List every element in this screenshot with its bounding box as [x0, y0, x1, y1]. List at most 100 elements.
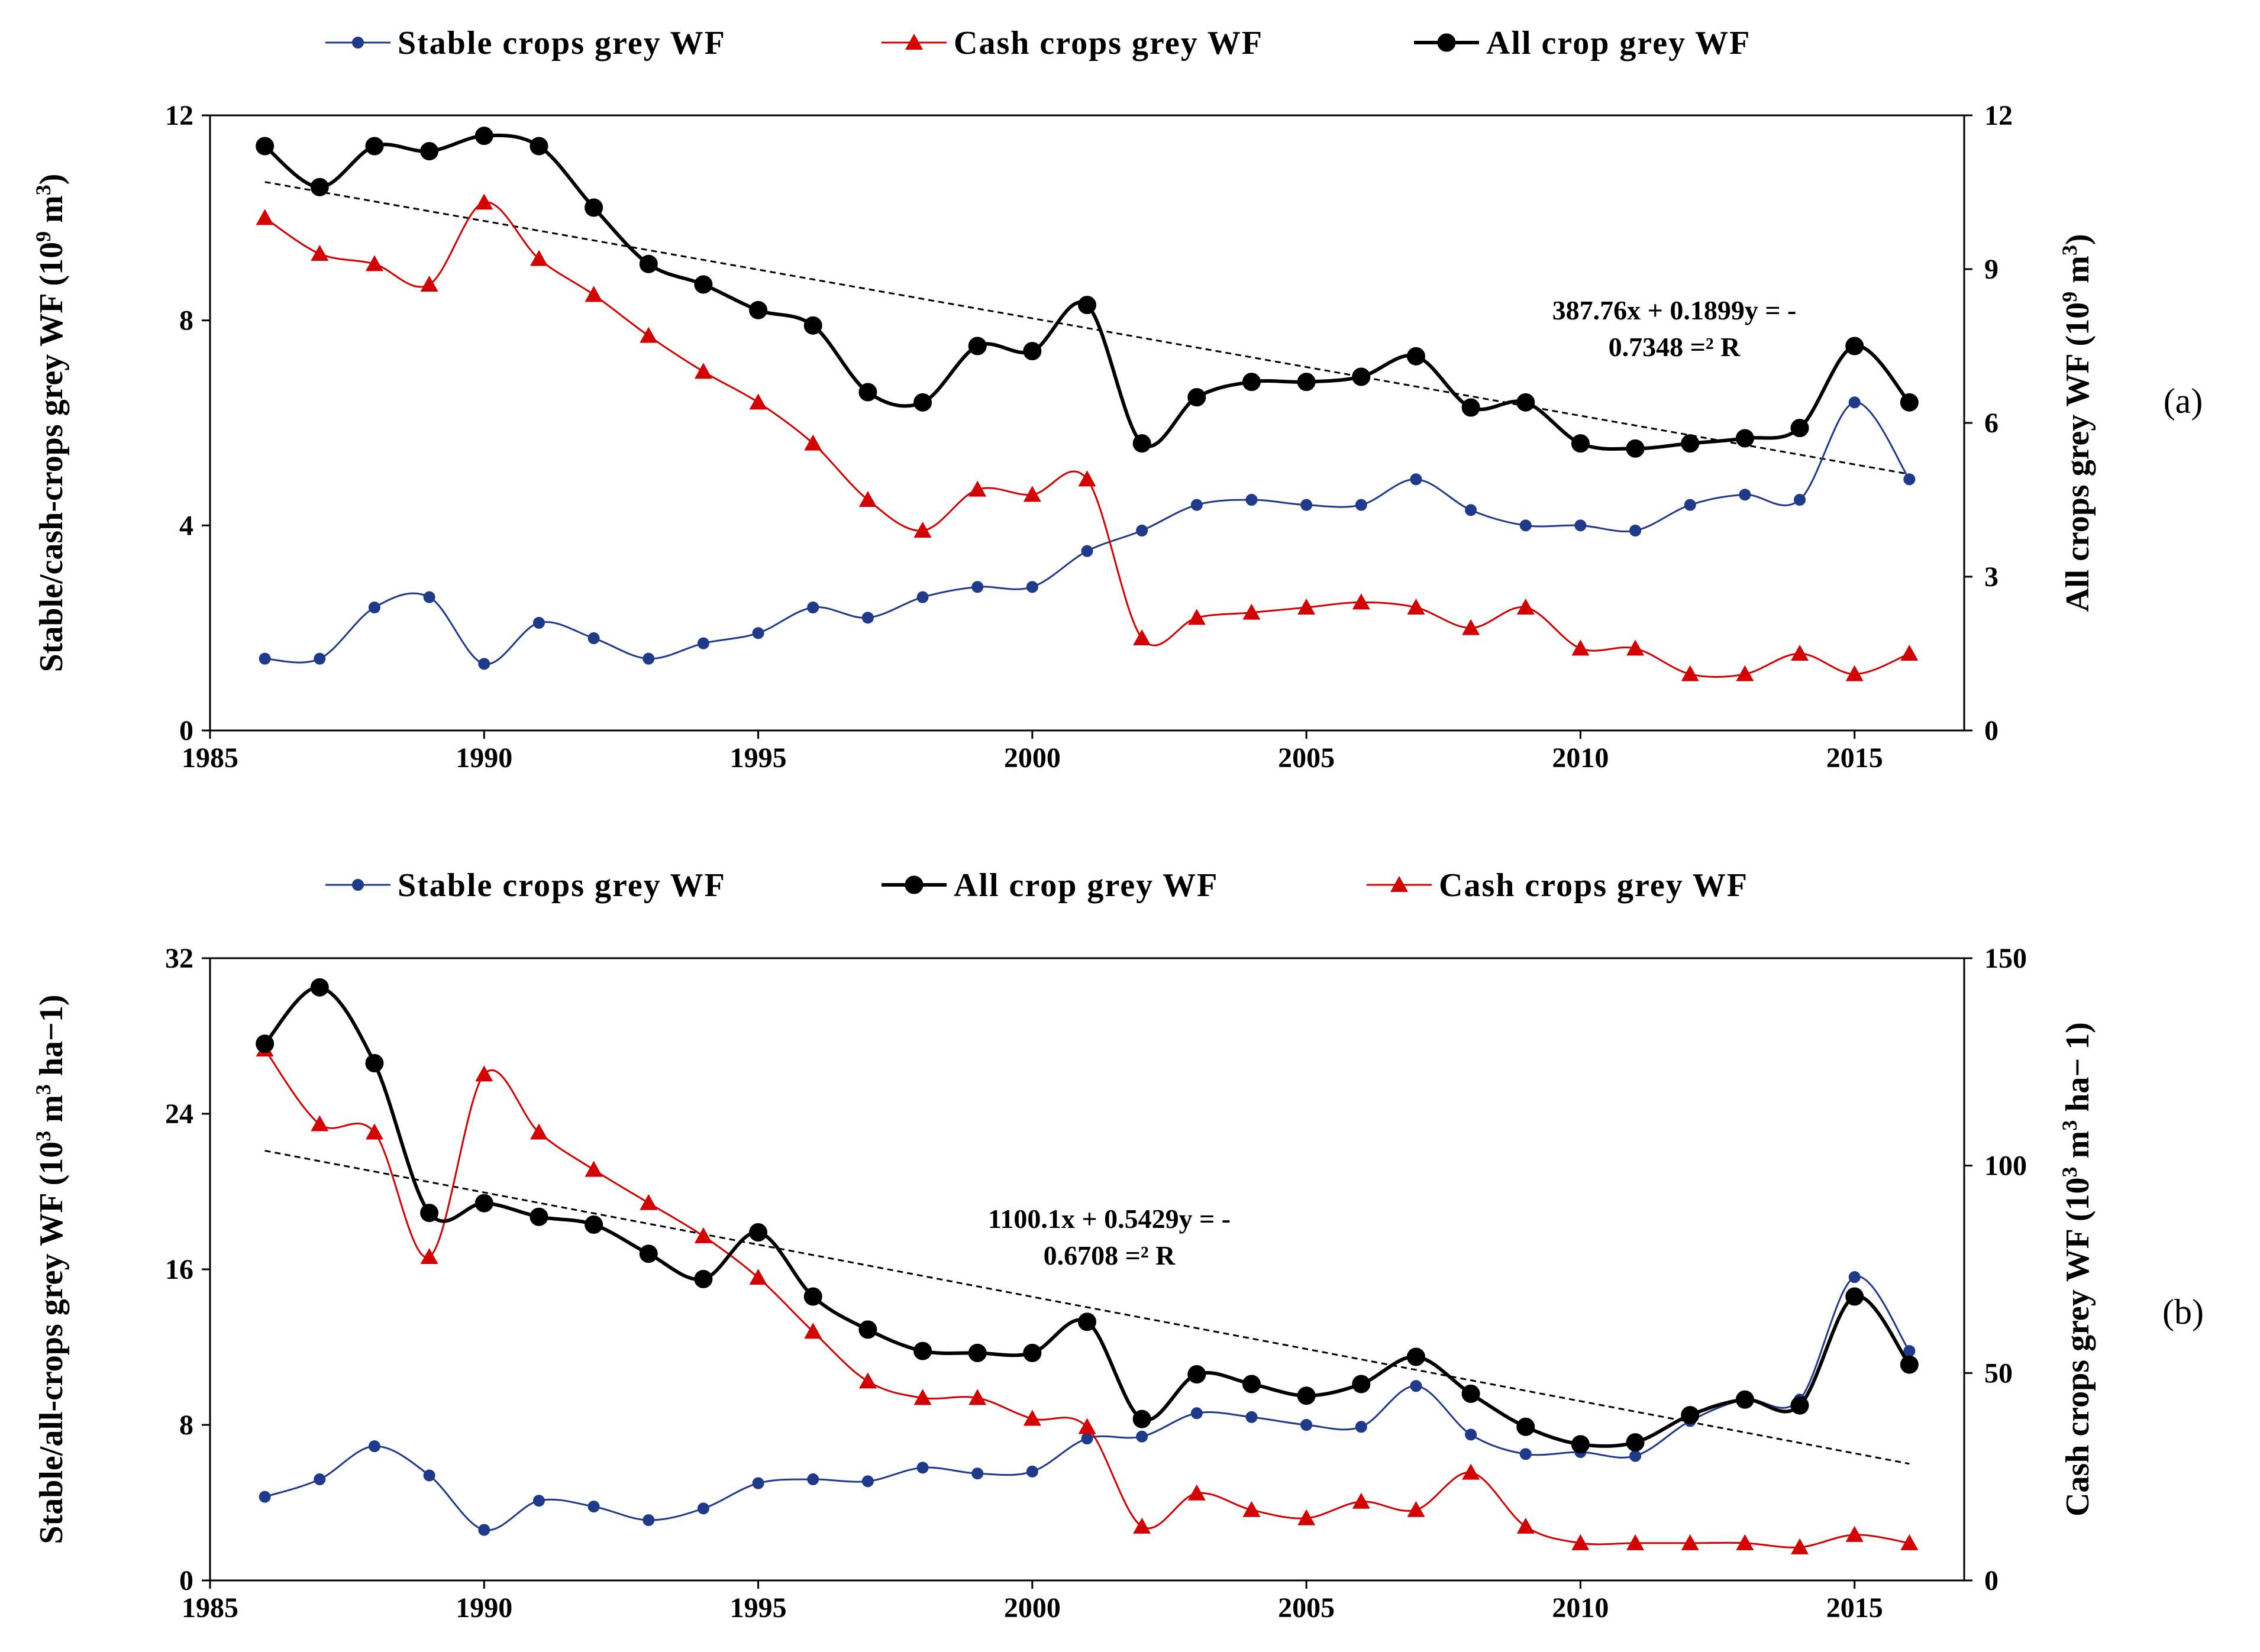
data-point-all-crop-grey-wf	[1516, 393, 1535, 412]
data-point-stable-crops-grey-wf	[807, 602, 819, 613]
data-point-all-crop-grey-wf	[365, 1054, 384, 1073]
data-point-cash-crops-grey-wf	[1133, 1517, 1151, 1534]
data-point-stable-crops-grey-wf	[259, 1491, 271, 1503]
data-point-stable-crops-grey-wf	[587, 1501, 600, 1513]
data-point-stable-crops-grey-wf	[697, 637, 709, 649]
y-right-axis-title: Cash crops grey WF (103 m3 ha− 1)	[2058, 1022, 2096, 1517]
y-right-tick-label: 0	[1984, 1565, 1999, 1596]
data-point-stable-crops-grey-wf	[916, 1462, 929, 1474]
legend-marker-swatch	[1390, 876, 1408, 892]
y-right-tick-label: 50	[1984, 1357, 2013, 1389]
data-point-all-crop-grey-wf	[420, 142, 439, 161]
data-point-cash-crops-grey-wf	[1297, 1509, 1316, 1525]
data-point-all-crop-grey-wf	[1406, 347, 1425, 366]
data-point-all-crop-grey-wf	[1132, 434, 1151, 453]
y-left-tick-label: 24	[165, 1098, 193, 1130]
axis-title-superscript: 9	[2058, 292, 2081, 302]
data-point-stable-crops-grey-wf	[697, 1502, 709, 1515]
regression-equation-line1: 387.76x + 0.1899y = -	[1552, 295, 1797, 325]
data-point-stable-crops-grey-wf	[368, 602, 380, 613]
axis-title-part: m	[33, 195, 70, 231]
y-right-tick-label: 3	[1984, 561, 1999, 593]
data-point-cash-crops-grey-wf	[1133, 629, 1151, 645]
data-point-cash-crops-grey-wf	[968, 480, 987, 497]
data-point-all-crop-grey-wf	[694, 1269, 713, 1288]
x-tick-label: 2010	[1552, 1592, 1609, 1624]
data-point-cash-crops-grey-wf	[585, 286, 603, 302]
series-line-cash-crops-grey-wf	[264, 201, 1910, 678]
x-tick-label: 2015	[1826, 742, 1883, 774]
data-point-cash-crops-grey-wf	[1407, 599, 1425, 615]
axis-title-part: ha− 1)	[2059, 1022, 2096, 1120]
legend-marker-swatch	[905, 34, 923, 50]
legend-marker-swatch	[352, 37, 364, 49]
data-point-all-crop-grey-wf	[420, 1204, 439, 1223]
data-point-all-crop-grey-wf	[639, 1244, 658, 1263]
legend-item-cash-crops-grey-wf: Cash crops grey WF	[1367, 867, 1747, 904]
data-point-all-crop-grey-wf	[749, 300, 768, 319]
data-point-stable-crops-grey-wf	[1903, 1345, 1916, 1357]
y-right-tick-label: 12	[1984, 100, 2013, 131]
data-point-stable-crops-grey-wf	[1136, 525, 1148, 536]
data-point-all-crop-grey-wf	[1735, 429, 1754, 448]
data-point-all-crop-grey-wf	[1845, 337, 1864, 355]
axis-title-part: m	[33, 1095, 70, 1131]
axis-title-part: ha−1)	[33, 994, 70, 1084]
data-point-all-crop-grey-wf	[1845, 1287, 1864, 1306]
data-point-all-crop-grey-wf	[1297, 373, 1316, 392]
axis-title-superscript: 3	[31, 1084, 55, 1095]
data-point-all-crop-grey-wf	[639, 254, 658, 273]
y-right-axis-title: All crops grey WF (109 m3)	[2058, 234, 2096, 612]
data-point-cash-crops-grey-wf	[1187, 609, 1206, 625]
axis-title-superscript: 3	[2058, 1120, 2081, 1131]
data-point-all-crop-grey-wf	[1626, 439, 1645, 458]
x-tick-label: 2000	[1004, 1592, 1061, 1624]
data-point-all-crop-grey-wf	[1681, 434, 1700, 453]
data-point-cash-crops-grey-wf	[1845, 665, 1864, 681]
axis-title-part: Stable/cash-crops grey WF (10	[33, 242, 70, 672]
data-point-cash-crops-grey-wf	[1078, 1418, 1096, 1434]
data-point-stable-crops-grey-wf	[1026, 581, 1038, 593]
data-point-stable-crops-grey-wf	[1519, 1448, 1532, 1460]
data-point-stable-crops-grey-wf	[1465, 1428, 1477, 1441]
data-point-all-crop-grey-wf	[585, 198, 603, 217]
data-point-stable-crops-grey-wf	[1410, 473, 1422, 486]
data-point-stable-crops-grey-wf	[643, 1514, 655, 1527]
data-point-all-crop-grey-wf	[1790, 1396, 1809, 1415]
data-point-cash-crops-grey-wf	[1242, 1501, 1261, 1517]
data-point-stable-crops-grey-wf	[1848, 1271, 1861, 1284]
data-point-cash-crops-grey-wf	[1023, 1409, 1041, 1426]
y-left-tick-label: 8	[179, 1409, 193, 1441]
data-point-stable-crops-grey-wf	[1245, 494, 1258, 506]
data-point-all-crop-grey-wf	[1735, 1390, 1754, 1409]
data-point-cash-crops-grey-wf	[640, 1194, 658, 1210]
data-point-all-crop-grey-wf	[310, 978, 329, 997]
data-point-all-crop-grey-wf	[1242, 1375, 1261, 1394]
data-point-cash-crops-grey-wf	[1736, 1534, 1754, 1550]
legend-label: Cash crops grey WF	[954, 25, 1263, 62]
series-line-all-crop-grey-wf	[263, 133, 1911, 451]
x-tick-label: 2010	[1552, 742, 1609, 774]
data-point-cash-crops-grey-wf	[1681, 1534, 1699, 1550]
data-point-cash-crops-grey-wf	[1571, 639, 1590, 656]
data-point-cash-crops-grey-wf	[420, 1247, 438, 1264]
x-tick-label: 2000	[1004, 742, 1061, 774]
axis-title-part: m	[2059, 256, 2096, 292]
data-point-cash-crops-grey-wf	[475, 193, 493, 210]
data-point-cash-crops-grey-wf	[858, 491, 877, 507]
data-point-cash-crops-grey-wf	[1791, 645, 1809, 661]
data-point-all-crop-grey-wf	[858, 383, 877, 402]
data-point-stable-crops-grey-wf	[752, 627, 764, 639]
data-point-all-crop-grey-wf	[1352, 1375, 1371, 1394]
data-point-cash-crops-grey-wf	[1626, 639, 1645, 656]
axis-title-part: Cash crops grey WF (10	[2059, 1177, 2096, 1516]
data-point-stable-crops-grey-wf	[368, 1440, 380, 1453]
data-point-cash-crops-grey-wf	[365, 255, 383, 271]
data-point-cash-crops-grey-wf	[530, 1123, 548, 1140]
data-point-stable-crops-grey-wf	[423, 591, 435, 603]
x-tick-label: 1995	[730, 1592, 787, 1624]
axis-title-superscript: 3	[2058, 245, 2081, 256]
data-point-stable-crops-grey-wf	[1629, 525, 1642, 536]
data-point-cash-crops-grey-wf	[694, 363, 712, 379]
data-point-all-crop-grey-wf	[913, 1341, 932, 1360]
